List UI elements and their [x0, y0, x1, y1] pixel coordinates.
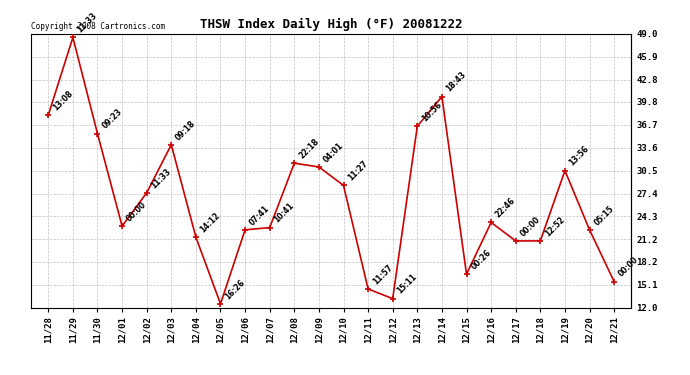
Text: 15:11: 15:11 [395, 273, 419, 296]
Text: 00:00: 00:00 [617, 255, 640, 279]
Text: 22:18: 22:18 [297, 137, 321, 160]
Text: 11:33: 11:33 [76, 11, 99, 34]
Text: 00:00: 00:00 [125, 200, 148, 223]
Text: 16:26: 16:26 [224, 278, 247, 301]
Title: THSW Index Daily High (°F) 20081222: THSW Index Daily High (°F) 20081222 [200, 18, 462, 31]
Text: 05:15: 05:15 [592, 204, 615, 227]
Text: 22:46: 22:46 [494, 196, 518, 220]
Text: 12:52: 12:52 [543, 215, 566, 238]
Text: 10:41: 10:41 [273, 201, 296, 225]
Text: 11:57: 11:57 [371, 263, 394, 286]
Text: 09:18: 09:18 [174, 118, 197, 142]
Text: 10:56: 10:56 [420, 100, 444, 123]
Text: 11:27: 11:27 [346, 159, 370, 183]
Text: 18:43: 18:43 [444, 70, 469, 94]
Text: 14:12: 14:12 [199, 211, 222, 234]
Text: 07:41: 07:41 [248, 204, 271, 227]
Text: 09:23: 09:23 [100, 107, 124, 131]
Text: 00:00: 00:00 [518, 215, 542, 238]
Text: 00:26: 00:26 [469, 248, 493, 272]
Text: Copyright 2008 Cartronics.com: Copyright 2008 Cartronics.com [31, 22, 165, 31]
Text: 13:56: 13:56 [568, 144, 591, 168]
Text: 11:33: 11:33 [150, 166, 173, 190]
Text: 04:01: 04:01 [322, 141, 345, 164]
Text: 13:08: 13:08 [51, 89, 75, 112]
